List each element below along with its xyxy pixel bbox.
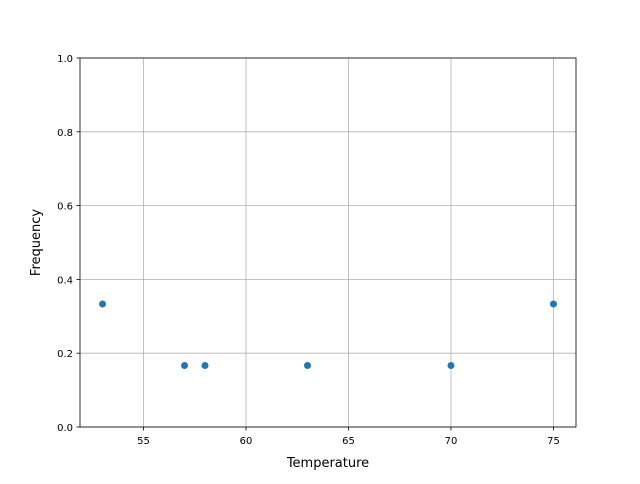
x-axis-ticks: 55 60 65 70 75 [137, 427, 560, 447]
y-tick-label: 0.6 [57, 202, 73, 213]
x-tick-label: 60 [240, 436, 253, 447]
data-point [201, 361, 209, 369]
data-point [181, 361, 189, 369]
x-tick-label: 75 [547, 436, 560, 447]
y-tick-label: 0.2 [57, 349, 73, 360]
y-axis-ticks: 0.0 0.2 0.4 0.6 0.8 1.0 [57, 54, 80, 434]
y-tick-label: 0.0 [57, 423, 73, 434]
data-point [549, 300, 557, 308]
grid [80, 57, 576, 428]
data-points [99, 300, 557, 369]
x-tick-label: 55 [137, 436, 150, 447]
data-point [447, 361, 455, 369]
data-point [304, 361, 312, 369]
data-point [99, 300, 107, 308]
y-tick-label: 1.0 [57, 54, 73, 65]
x-axis-label: Temperature [286, 456, 369, 471]
y-tick-label: 0.4 [57, 275, 73, 286]
x-tick-label: 65 [342, 436, 355, 447]
y-axis-label: Frequency [29, 209, 44, 276]
plot-frame [79, 57, 577, 428]
y-tick-label: 0.8 [57, 128, 73, 139]
x-tick-label: 70 [445, 436, 458, 447]
